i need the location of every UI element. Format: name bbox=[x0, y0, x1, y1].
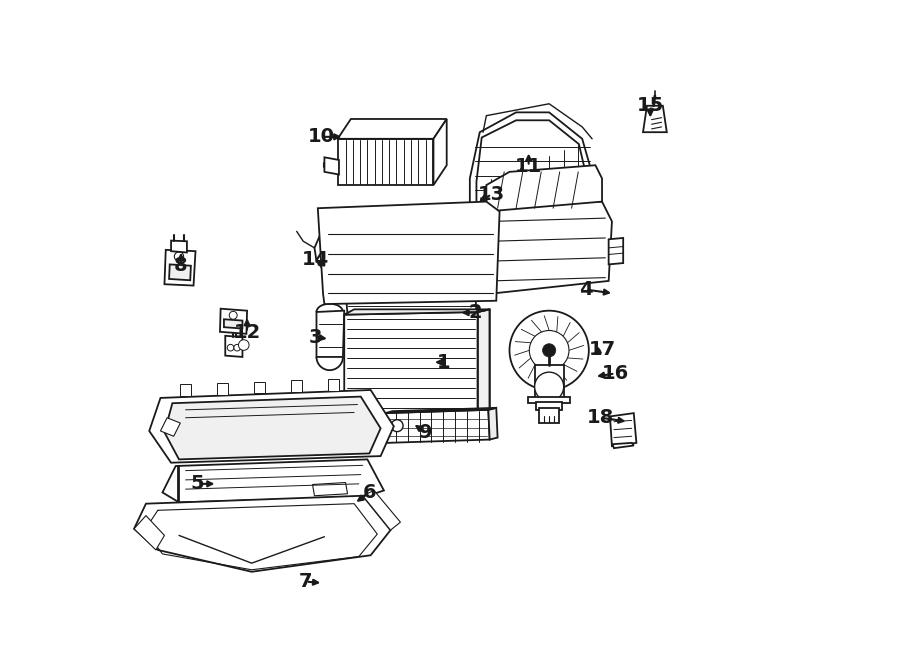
Polygon shape bbox=[318, 202, 500, 304]
Polygon shape bbox=[317, 311, 344, 357]
Polygon shape bbox=[180, 384, 191, 396]
Circle shape bbox=[230, 311, 238, 319]
Circle shape bbox=[543, 344, 556, 357]
Polygon shape bbox=[486, 198, 612, 294]
Polygon shape bbox=[165, 250, 195, 286]
Polygon shape bbox=[610, 413, 636, 446]
Polygon shape bbox=[314, 226, 361, 271]
Text: 10: 10 bbox=[309, 128, 336, 146]
Circle shape bbox=[227, 344, 234, 351]
Polygon shape bbox=[385, 410, 490, 443]
Circle shape bbox=[338, 239, 348, 250]
Polygon shape bbox=[225, 336, 242, 357]
Polygon shape bbox=[217, 383, 228, 395]
Text: 1: 1 bbox=[436, 353, 450, 371]
Polygon shape bbox=[486, 165, 602, 212]
Polygon shape bbox=[169, 264, 191, 280]
Circle shape bbox=[529, 330, 569, 370]
Text: 4: 4 bbox=[579, 280, 592, 299]
Text: 15: 15 bbox=[636, 97, 664, 115]
Polygon shape bbox=[536, 402, 562, 410]
Polygon shape bbox=[478, 309, 490, 423]
Polygon shape bbox=[165, 397, 381, 459]
Polygon shape bbox=[338, 139, 434, 185]
Polygon shape bbox=[134, 516, 165, 550]
Polygon shape bbox=[643, 106, 667, 132]
Polygon shape bbox=[613, 443, 634, 448]
Polygon shape bbox=[171, 241, 187, 253]
Polygon shape bbox=[539, 408, 559, 423]
Text: 2: 2 bbox=[468, 303, 482, 322]
Polygon shape bbox=[608, 238, 623, 264]
Polygon shape bbox=[324, 157, 339, 175]
Polygon shape bbox=[385, 408, 496, 413]
Polygon shape bbox=[328, 379, 339, 391]
Polygon shape bbox=[535, 365, 563, 398]
Polygon shape bbox=[344, 309, 490, 315]
Polygon shape bbox=[312, 483, 347, 496]
Text: 14: 14 bbox=[302, 250, 328, 268]
Text: 8: 8 bbox=[175, 256, 188, 275]
Polygon shape bbox=[163, 459, 384, 502]
Text: 16: 16 bbox=[601, 364, 629, 383]
Polygon shape bbox=[436, 217, 480, 243]
Circle shape bbox=[535, 372, 563, 401]
Text: 12: 12 bbox=[233, 323, 261, 342]
Circle shape bbox=[392, 420, 403, 432]
Polygon shape bbox=[224, 319, 242, 329]
Polygon shape bbox=[149, 390, 394, 463]
Text: 17: 17 bbox=[589, 340, 616, 358]
Polygon shape bbox=[434, 119, 446, 185]
Polygon shape bbox=[489, 408, 498, 440]
Polygon shape bbox=[292, 381, 302, 393]
Polygon shape bbox=[363, 490, 400, 530]
Polygon shape bbox=[255, 381, 265, 393]
Polygon shape bbox=[470, 112, 596, 225]
Polygon shape bbox=[220, 309, 248, 334]
Circle shape bbox=[234, 344, 240, 351]
Circle shape bbox=[509, 311, 589, 390]
Circle shape bbox=[175, 252, 184, 261]
Polygon shape bbox=[160, 418, 180, 436]
Polygon shape bbox=[346, 291, 476, 314]
Circle shape bbox=[238, 340, 249, 350]
Text: 6: 6 bbox=[363, 483, 376, 502]
Circle shape bbox=[329, 230, 339, 239]
Text: 5: 5 bbox=[191, 475, 204, 493]
Text: 11: 11 bbox=[515, 157, 543, 176]
Text: 3: 3 bbox=[309, 328, 322, 346]
Polygon shape bbox=[344, 312, 478, 426]
Text: 13: 13 bbox=[478, 185, 505, 204]
Text: 18: 18 bbox=[587, 408, 615, 427]
Polygon shape bbox=[528, 397, 571, 403]
Circle shape bbox=[346, 252, 356, 261]
Polygon shape bbox=[134, 496, 391, 572]
Polygon shape bbox=[338, 119, 446, 139]
Circle shape bbox=[323, 248, 337, 261]
Text: 7: 7 bbox=[299, 572, 312, 591]
Text: 9: 9 bbox=[419, 424, 433, 442]
